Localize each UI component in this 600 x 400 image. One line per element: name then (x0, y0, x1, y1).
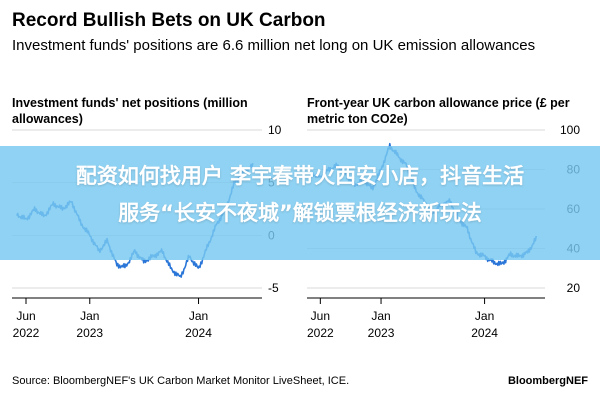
right-y-tick-label: 20 (567, 281, 581, 295)
chart-title: Record Bullish Bets on UK Carbon (12, 10, 326, 31)
right-x-tick-year: 2022 (307, 326, 334, 340)
overlay-banner-text: 配资如何找用户 李宇春带火西安小店，抖音生活 服务“长安不夜城”解锁票根经济新玩… (10, 158, 590, 232)
overlay-banner-line-2: 服务“长安不夜城”解锁票根经济新玩法 (118, 201, 482, 225)
right-y-tick-label: 100 (560, 123, 580, 137)
right-x-tick-year: 2023 (368, 326, 395, 340)
left-x-tick-month: Jun (16, 309, 35, 323)
left-x-tick-month: Jan (80, 309, 99, 323)
left-panel-title: Investment funds' net positions (million… (12, 96, 248, 126)
right-x-tick-month: Jan (371, 309, 390, 323)
left-y-tick-label: -5 (268, 281, 279, 295)
chart-subtitle: Investment funds' positions are 6.6 mill… (12, 37, 536, 54)
brand-logo: BloombergNEF (507, 375, 588, 387)
left-x-tick-month: Jan (189, 309, 208, 323)
right-x-tick-year: 2024 (471, 326, 498, 340)
right-x-tick-month: Jan (475, 309, 494, 323)
left-x-tick-year: 2022 (13, 326, 40, 340)
left-x-tick-year: 2024 (185, 326, 212, 340)
overlay-banner (0, 146, 600, 260)
right-panel-title: Front-year UK carbon allowance price (£ … (307, 96, 570, 126)
source-note: Source: BloombergNEF's UK Carbon Market … (12, 375, 350, 387)
overlay-banner-line-1: 配资如何找用户 李宇春带火西安小店，抖音生活 (75, 164, 525, 188)
left-x-tick-year: 2023 (76, 326, 103, 340)
right-x-tick-month: Jun (311, 309, 330, 323)
left-y-tick-label: 10 (268, 123, 282, 137)
